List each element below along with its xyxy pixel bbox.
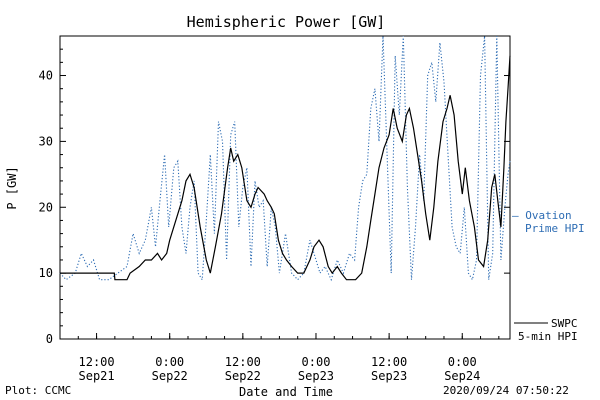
plot-frame xyxy=(59,35,511,340)
x-tick-label-date: Sep22 xyxy=(225,369,261,383)
legend-swpc-line1: SWPC xyxy=(551,317,578,330)
legend: — Ovation Prime HPI SWPC 5-min HPI xyxy=(512,209,585,343)
x-tick-label-time: 12:00 xyxy=(79,355,115,369)
legend-swpc-line2: 5-min HPI xyxy=(518,330,578,343)
y-axis: 0 10 20 30 40 xyxy=(39,48,510,346)
y-tick-label: 10 xyxy=(39,266,53,280)
x-tick-label-date: Sep23 xyxy=(298,369,334,383)
x-axis-label: Date and Time xyxy=(239,385,333,399)
x-tick-label-date: Sep22 xyxy=(152,369,188,383)
x-tick-label-time: 0:00 xyxy=(448,355,477,369)
x-tick-label-time: 12:00 xyxy=(225,355,261,369)
x-tick-label-date: Sep21 xyxy=(79,369,115,383)
y-tick-label: 40 xyxy=(39,69,53,83)
series-swpc-line xyxy=(60,55,511,281)
x-axis: 12:00Sep210:00Sep2212:00Sep220:00Sep2312… xyxy=(59,333,500,383)
x-tick-label-time: 0:00 xyxy=(302,355,331,369)
y-tick-label: 30 xyxy=(39,134,53,148)
footer-credit: Plot: CCMC xyxy=(5,384,72,397)
series-ovation-prime-line xyxy=(59,35,511,282)
legend-ovation-line1: — Ovation xyxy=(512,209,572,222)
legend-ovation-line2: Prime HPI xyxy=(525,222,585,235)
y-tick-label: 0 xyxy=(46,332,53,346)
chart-title: Hemispheric Power [GW] xyxy=(187,13,386,31)
y-tick-label: 20 xyxy=(39,200,53,214)
footer-timestamp: 2020/09/24 07:50:22 xyxy=(443,384,569,397)
x-tick-label-time: 0:00 xyxy=(155,355,184,369)
x-tick-label-date: Sep23 xyxy=(371,369,407,383)
x-tick-label-time: 12:00 xyxy=(371,355,407,369)
y-axis-label: P [GW] xyxy=(5,166,19,209)
x-tick-label-date: Sep24 xyxy=(444,369,480,383)
series-layer xyxy=(59,35,511,282)
